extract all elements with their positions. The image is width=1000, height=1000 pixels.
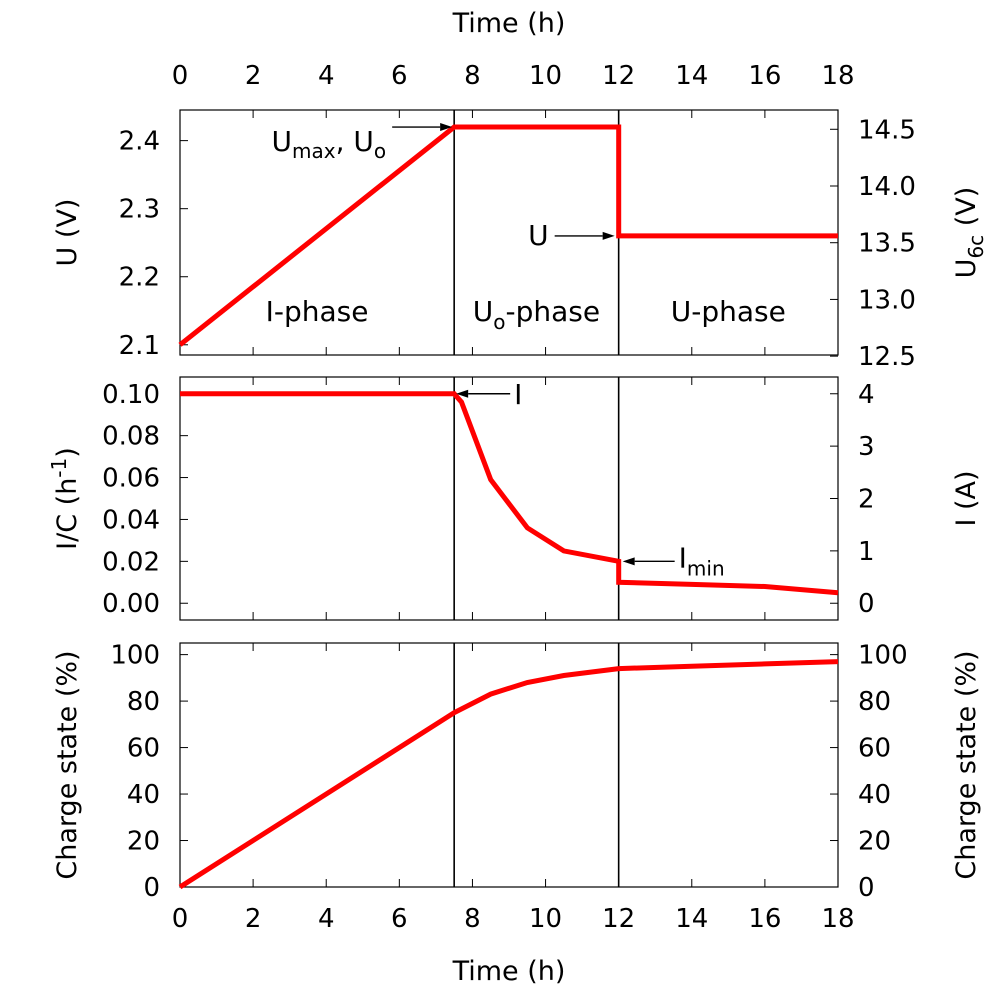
y2-tick-label-current-0: 0 [858,589,875,619]
arrow-u [554,231,615,240]
y-tick-label-charge-4: 80 [127,687,160,717]
y2-tick-label-current-1: 1 [858,537,875,567]
bottom-x-tick-label-2: 4 [318,904,335,934]
bottom-x-tick-label-9: 18 [821,904,854,934]
phase-label-2: U-phase [671,295,786,328]
top-x-tick-label-2: 4 [318,61,335,91]
bottom-x-tick-label-8: 16 [748,904,781,934]
y-tick-label-current-5: 0.10 [102,380,160,410]
bottom-x-tick-label-6: 12 [602,904,635,934]
bottom-x-tick-label-3: 6 [391,904,408,934]
y-tick-label-voltage-2: 2.3 [119,195,160,225]
panel-current: 0.00 0.02 0.04 0.06 0.08 0.10 0 1 2 3 4 I/C (h-1) I … [47,376,982,621]
top-x-tick-label-5: 10 [529,61,562,91]
top-x-tick-label-3: 6 [391,61,408,91]
panel-voltage: 0 2 4 6 8 10 12 14 16 18 2.1 2.2 2.3 2.4 12.5 13.0 13.5 1… [52,8,988,372]
y-tick-label-voltage-1: 2.2 [119,263,160,293]
y-tick-label-charge-0: 0 [143,873,160,903]
y-tick-label-current-0: 0.00 [102,589,160,619]
series-line-current-0 [180,391,839,596]
top-x-tick-label-1: 2 [245,61,262,91]
series-line-charge-0 [178,659,839,890]
y2-tick-label-charge-5: 100 [858,641,908,671]
y-tick-label-current-1: 0.02 [102,547,160,577]
panel-charge: 0 2 4 6 8 10 12 14 16 18020406080100020406080100C… [52,641,982,987]
phase-label-0: I-phase [266,295,369,328]
y-tick-label-current-2: 0.04 [102,505,160,535]
y2-axis-title-charge: Charge state (%) [951,650,982,879]
y2-tick-label-charge-2: 40 [858,780,891,810]
y2-axis-title-voltage: U6c (V) [951,187,988,279]
y2-tick-label-voltage-0: 12.5 [858,342,916,372]
arrow-i [456,389,511,398]
y-tick-label-current-4: 0.08 [102,422,160,452]
y2-tick-label-current-4: 4 [858,380,875,410]
top-x-tick-label-0: 0 [172,61,189,91]
bottom-x-tick-label-0: 0 [172,904,189,934]
series-line-voltage-0 [178,124,838,347]
arrow-imin [622,557,675,566]
annotation-imin: Imin [679,541,725,580]
top-x-tick-label-6: 12 [602,61,635,91]
y-axis-title-voltage: U (V) [52,199,83,267]
y2-tick-label-charge-4: 80 [858,687,891,717]
top-x-tick-label-9: 18 [821,61,854,91]
y2-tick-label-voltage-2: 13.5 [858,229,916,259]
y-tick-label-charge-3: 60 [127,734,160,764]
bottom-x-axis-title: Time (h) [452,956,566,987]
y2-tick-label-voltage-3: 14.0 [858,172,916,202]
y-tick-label-voltage-3: 2.4 [119,127,160,157]
y2-tick-label-voltage-1: 13.0 [858,285,916,315]
plot-frame-charge [179,642,839,888]
y2-tick-label-charge-3: 60 [858,734,891,764]
top-x-axis-title: Time (h) [452,8,566,39]
annotation-umax-uo: Umax, Uo [272,125,387,163]
y-tick-label-current-3: 0.06 [102,464,160,494]
y2-tick-label-charge-1: 20 [858,827,891,857]
bottom-x-tick-label-4: 8 [464,904,481,934]
annotation-u: U [528,219,549,252]
y2-tick-label-current-3: 3 [858,432,875,462]
y2-tick-label-voltage-4: 14.5 [858,115,916,145]
y2-axis-title-current: I (A) [951,470,982,526]
plot-frame-voltage [179,109,839,356]
bottom-x-tick-label-7: 14 [675,904,708,934]
y-axis-title-charge: Charge state (%) [52,650,83,879]
y-tick-label-charge-2: 40 [127,780,160,810]
top-x-tick-label-8: 16 [748,61,781,91]
y2-tick-label-current-2: 2 [858,485,875,515]
annotation-i: I [514,378,522,411]
y-tick-label-charge-1: 20 [127,827,160,857]
top-x-tick-label-7: 14 [675,61,708,91]
y-axis-title-current: I/C (h-1) [47,447,83,550]
y-tick-label-voltage-0: 2.1 [119,331,160,361]
y2-tick-label-charge-0: 0 [858,873,875,903]
top-x-tick-label-4: 8 [464,61,481,91]
phase-label-1: Uo-phase [473,295,600,334]
bottom-x-tick-label-1: 2 [245,904,262,934]
y-tick-label-charge-5: 100 [110,641,160,671]
arrow-umax [392,123,453,132]
bottom-x-tick-label-5: 10 [529,904,562,934]
